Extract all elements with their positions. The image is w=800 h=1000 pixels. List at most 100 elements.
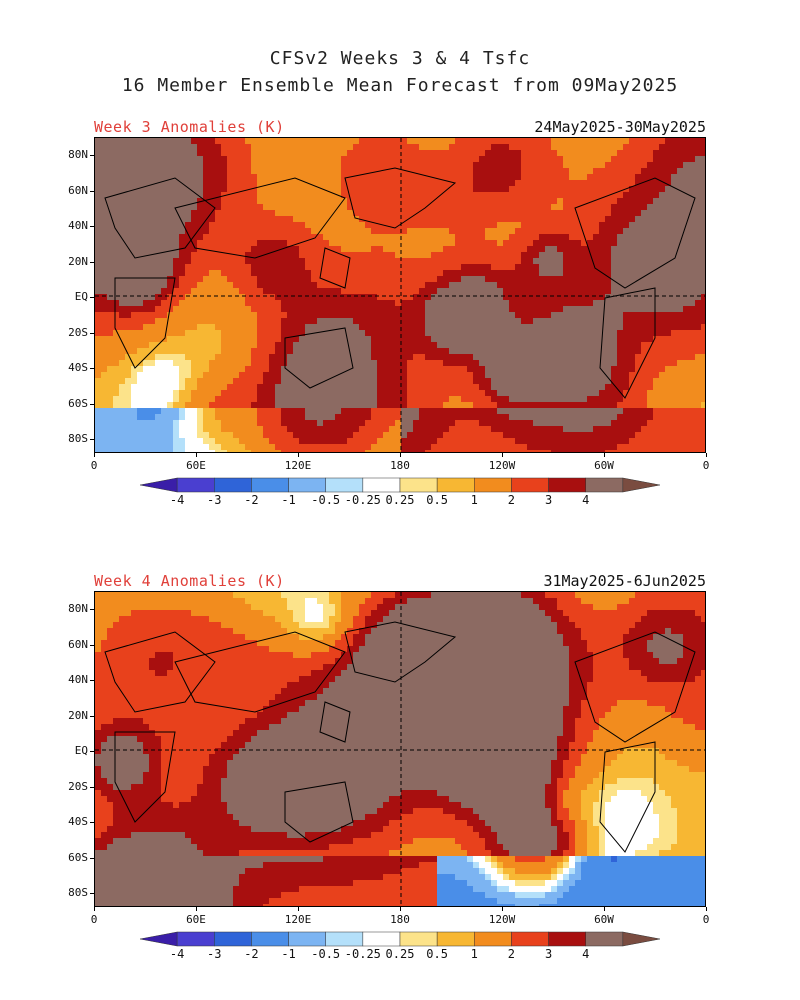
lon-tick-label: 120W (488, 913, 516, 926)
lat-tick-label: 60N (68, 637, 88, 651)
coastline (114, 277, 176, 369)
colorbar-label: -4 (169, 493, 185, 507)
lat-tick (90, 297, 94, 298)
lat-tick (90, 368, 94, 369)
lat-tick-label: 20S (68, 325, 88, 339)
lon-tick (298, 907, 299, 911)
panel1-colorbar (140, 477, 660, 493)
lat-tick (90, 644, 94, 646)
lon-tick (502, 907, 503, 911)
lat-tick (90, 857, 94, 859)
lon-tick-label: 0 (702, 459, 710, 472)
coastline (574, 631, 696, 743)
colorbar-label: 2 (507, 493, 516, 507)
colorbar-segment (176, 477, 215, 493)
colorbar-segment (362, 931, 401, 947)
colorbar-segment (140, 477, 178, 493)
lat-tick-label: 40N (68, 673, 88, 686)
lat-tick (90, 609, 94, 610)
lon-tick (604, 907, 605, 911)
lon-tick (400, 453, 401, 457)
panel1-title: Week 3 Anomalies (K) (94, 118, 285, 136)
colorbar-label: 2 (507, 947, 516, 961)
colorbar-segment (399, 931, 438, 947)
lat-tick-label: 20S (68, 779, 88, 793)
colorbar-label: -0.25 (344, 947, 381, 961)
coastline (599, 287, 656, 399)
colorbar-label: 4 (582, 493, 590, 507)
colorbar-segment (436, 931, 475, 947)
lat-tick-label: 40S (68, 361, 88, 374)
lon-tick (298, 453, 299, 457)
lat-tick-label: 60N (68, 183, 88, 197)
lon-tick-label: 120E (284, 459, 312, 472)
colorbar-segment (548, 931, 586, 947)
lat-tick (90, 332, 94, 334)
chart-subtitle: 16 Member Ensemble Mean Forecast from 09… (121, 75, 679, 96)
lon-tick (94, 907, 95, 911)
coastline (344, 621, 457, 683)
coastline (344, 167, 457, 229)
lat-tick (90, 261, 94, 263)
colorbar-segment (436, 477, 475, 493)
panel2-map (94, 591, 706, 907)
colorbar-segment (140, 931, 178, 947)
lon-tick-label: 60W (594, 913, 614, 926)
colorbar-label: 1 (470, 493, 478, 507)
lon-tick (196, 907, 197, 911)
coastline (284, 327, 354, 389)
colorbar-label: -1 (281, 947, 296, 961)
lon-tick-label: 0 (90, 459, 98, 472)
panel1-map (94, 137, 706, 453)
lat-tick (90, 786, 94, 788)
coastline (319, 701, 351, 743)
anomaly-field (95, 138, 705, 452)
colorbar-label: 0.5 (426, 493, 448, 507)
lat-tick (90, 439, 94, 440)
colorbar-segment (251, 477, 289, 493)
coastline (174, 631, 346, 713)
lat-tick-label: 80S (68, 432, 88, 445)
colorbar-label: -4 (169, 947, 185, 961)
lon-tick-label: 60E (186, 913, 206, 926)
colorbar-segment (362, 477, 401, 493)
lat-tick (90, 155, 94, 156)
colorbar-segment (251, 931, 289, 947)
colorbar-label: 3 (544, 493, 553, 507)
lon-tick-label: 120E (284, 913, 312, 926)
colorbar-label: 0.25 (385, 493, 415, 507)
colorbar-segment (325, 931, 364, 947)
coastline (104, 631, 216, 713)
lat-tick-label: 80N (68, 148, 88, 161)
lat-tick-label: 80S (68, 886, 88, 899)
lon-tick (94, 453, 95, 457)
panel2-title: Week 4 Anomalies (K) (94, 572, 285, 590)
colorbar-segment (474, 931, 512, 947)
colorbar-segment (622, 477, 660, 493)
colorbar-label: 0.5 (426, 947, 448, 961)
coastline (574, 177, 696, 289)
lat-tick (90, 190, 94, 192)
panel1-dates: 24May2025-30May2025 (534, 118, 706, 136)
lon-tick-label: 180 (390, 913, 410, 926)
colorbar-label: 1 (470, 947, 478, 961)
colorbar-label: -0.5 (311, 493, 341, 507)
lat-tick (90, 226, 94, 227)
colorbar-label: -1 (281, 493, 296, 507)
colorbar-label: 4 (582, 947, 590, 961)
colorbar-segment (511, 931, 549, 947)
colorbar-label: 0.25 (385, 947, 415, 961)
colorbar-segment (585, 477, 624, 493)
lon-tick-label: 60W (594, 459, 614, 472)
lat-tick (90, 893, 94, 894)
colorbar-label: -3 (207, 493, 222, 507)
lon-tick (604, 453, 605, 457)
lon-tick-label: 60E (186, 459, 206, 472)
lat-tick (90, 680, 94, 681)
lon-tick (706, 453, 707, 457)
lat-tick-label: 40N (68, 219, 88, 232)
colorbar-segment (622, 931, 660, 947)
panel2-colorbar (140, 931, 660, 947)
colorbar-segment (585, 931, 624, 947)
lat-tick-label: 20N (68, 708, 88, 722)
